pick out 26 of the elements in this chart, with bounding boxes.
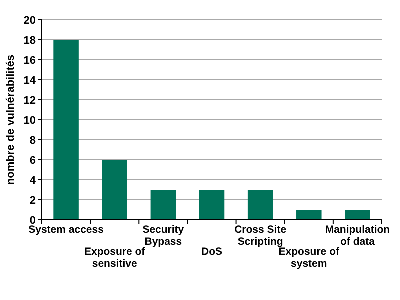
y-tick-label: 14 — [24, 74, 37, 87]
y-tick-label: 12 — [24, 94, 36, 107]
bar — [248, 190, 274, 220]
bar — [296, 210, 322, 220]
x-tick-label: Manipulation of data — [325, 224, 390, 248]
y-tick-label: 6 — [30, 154, 36, 167]
bar — [54, 40, 79, 220]
y-tick-label: 10 — [24, 114, 36, 127]
y-axis-title: nombre de vulnérabilités — [5, 54, 17, 186]
y-tick-label: 20 — [24, 14, 36, 27]
y-tick-label: 8 — [30, 134, 36, 147]
bar — [150, 190, 176, 220]
y-tick-label: 0 — [30, 214, 36, 227]
x-tick-label: Exposure of system — [278, 246, 340, 270]
x-tick-label: Exposure of sensitive — [84, 246, 146, 270]
y-tick-label: 4 — [30, 174, 37, 187]
x-tick-label: System access — [28, 224, 104, 236]
x-tick-label: DoS — [202, 246, 222, 258]
bar — [199, 190, 225, 220]
y-tick-label: 18 — [24, 34, 36, 47]
x-tick-label: Cross Site Scripting — [234, 224, 287, 248]
y-tick-label: 2 — [30, 194, 36, 207]
x-tick-label: Security Bypass — [142, 224, 184, 248]
y-tick-label: 16 — [24, 54, 36, 67]
bar — [345, 210, 370, 220]
bar — [102, 160, 128, 220]
